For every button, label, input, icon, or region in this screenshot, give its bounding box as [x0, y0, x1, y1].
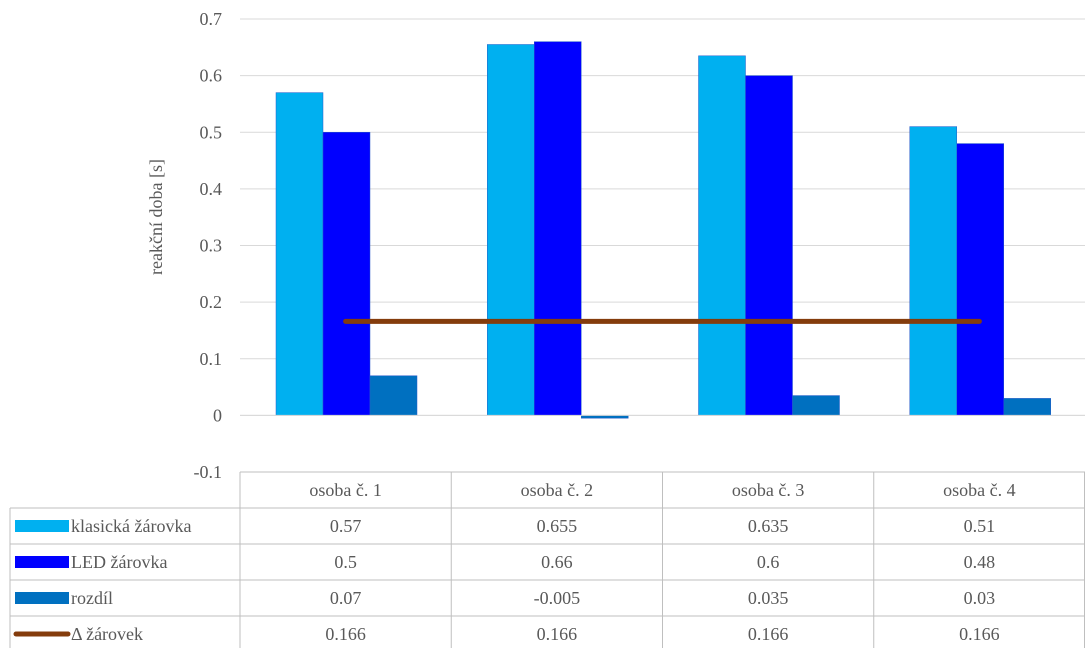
legend-label: Δ žárovek: [71, 624, 143, 644]
data-label: 0.66: [541, 552, 573, 572]
bar-LED-žárovka-4: [956, 143, 1004, 416]
legend-label: rozdíl: [71, 588, 113, 608]
data-label: 0.03: [964, 588, 996, 608]
bar-klasická-žárovka-2: [487, 44, 535, 416]
gridlines: [240, 18, 1085, 416]
data-label: 0.48: [964, 552, 996, 572]
data-label: 0.51: [964, 516, 996, 536]
legend-key: [15, 556, 69, 568]
category-label: osoba č. 4: [943, 480, 1015, 500]
category-label: osoba č. 2: [521, 480, 593, 500]
legend-label: klasická žárovka: [71, 516, 191, 536]
bar-LED-žárovka-1: [322, 132, 371, 416]
legend-key: [15, 592, 69, 604]
y-tick-label: -0.1: [194, 462, 223, 482]
y-tick-label: 0.2: [200, 292, 223, 312]
legend-label: LED žárovka: [71, 552, 167, 572]
data-label: 0.6: [757, 552, 780, 572]
y-tick-label: 0.1: [200, 349, 223, 369]
data-label: 0.166: [748, 624, 789, 644]
y-tick-label: 0.7: [200, 9, 223, 29]
y-tick-label: 0: [213, 405, 222, 425]
y-tick-label: 0.5: [200, 122, 223, 142]
bar-klasická-žárovka-3: [698, 55, 746, 416]
bar-rozdíl-1: [369, 375, 418, 416]
bar-LED-žárovka-2: [534, 41, 582, 416]
data-label: 0.07: [330, 588, 362, 608]
y-axis-ticks: -0.1 0 0.1 0.2 0.3 0.4 0.5 0.6 0.7: [194, 9, 223, 482]
bar-LED-žárovka-3: [745, 75, 793, 416]
data-table: osoba č. 1 osoba č. 2 osoba č. 3 osoba č. 4…: [9, 471, 1085, 648]
y-tick-label: 0.3: [200, 236, 223, 256]
y-tick-label: 0.6: [200, 66, 223, 86]
y-axis-title: reakční doba [s]: [146, 159, 166, 275]
category-label: osoba č. 3: [732, 480, 804, 500]
data-label: 0.635: [748, 516, 789, 536]
legend-key: [15, 520, 69, 532]
data-label: 0.166: [537, 624, 578, 644]
category-label: osoba č. 1: [309, 480, 381, 500]
y-tick-label: 0.4: [200, 179, 223, 199]
data-label: 0.166: [959, 624, 1000, 644]
data-label: 0.5: [334, 552, 357, 572]
data-label: 0.57: [330, 516, 362, 536]
bars: [240, 41, 1085, 419]
data-label: 0.166: [325, 624, 366, 644]
data-label: 0.035: [748, 588, 789, 608]
data-label: -0.005: [534, 588, 581, 608]
data-label: 0.655: [537, 516, 578, 536]
bar-rozdíl-3: [792, 395, 840, 416]
bar-klasická-žárovka-1: [275, 92, 324, 416]
bar-klasická-žárovka-4: [909, 126, 957, 416]
bar-rozdíl-4: [1003, 398, 1051, 416]
